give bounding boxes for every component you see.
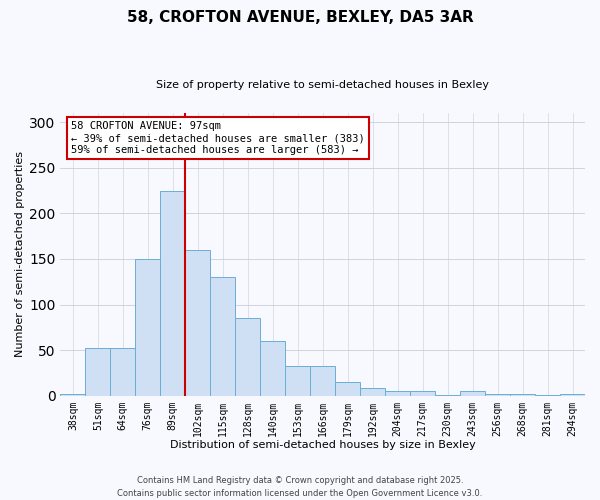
Bar [385, 391, 410, 396]
Bar [185, 250, 210, 396]
Bar [160, 190, 185, 396]
Bar [285, 366, 310, 396]
Bar [210, 277, 235, 396]
Bar [510, 394, 535, 396]
Bar [535, 395, 560, 396]
Bar [235, 318, 260, 396]
Bar [560, 394, 585, 396]
Bar [136, 259, 160, 396]
Text: 58, CROFTON AVENUE, BEXLEY, DA5 3AR: 58, CROFTON AVENUE, BEXLEY, DA5 3AR [127, 10, 473, 25]
Bar [110, 348, 136, 396]
Text: 58 CROFTON AVENUE: 97sqm
← 39% of semi-detached houses are smaller (383)
59% of : 58 CROFTON AVENUE: 97sqm ← 39% of semi-d… [71, 122, 365, 154]
Bar [410, 391, 435, 396]
Bar [335, 382, 360, 396]
Bar [360, 388, 385, 396]
Bar [435, 395, 460, 396]
Bar [260, 341, 285, 396]
Y-axis label: Number of semi-detached properties: Number of semi-detached properties [15, 152, 25, 358]
X-axis label: Distribution of semi-detached houses by size in Bexley: Distribution of semi-detached houses by … [170, 440, 476, 450]
Bar [310, 366, 335, 396]
Bar [85, 348, 110, 396]
Text: Contains HM Land Registry data © Crown copyright and database right 2025.
Contai: Contains HM Land Registry data © Crown c… [118, 476, 482, 498]
Bar [485, 394, 510, 396]
Bar [61, 394, 85, 396]
Bar [460, 391, 485, 396]
Title: Size of property relative to semi-detached houses in Bexley: Size of property relative to semi-detach… [156, 80, 489, 90]
